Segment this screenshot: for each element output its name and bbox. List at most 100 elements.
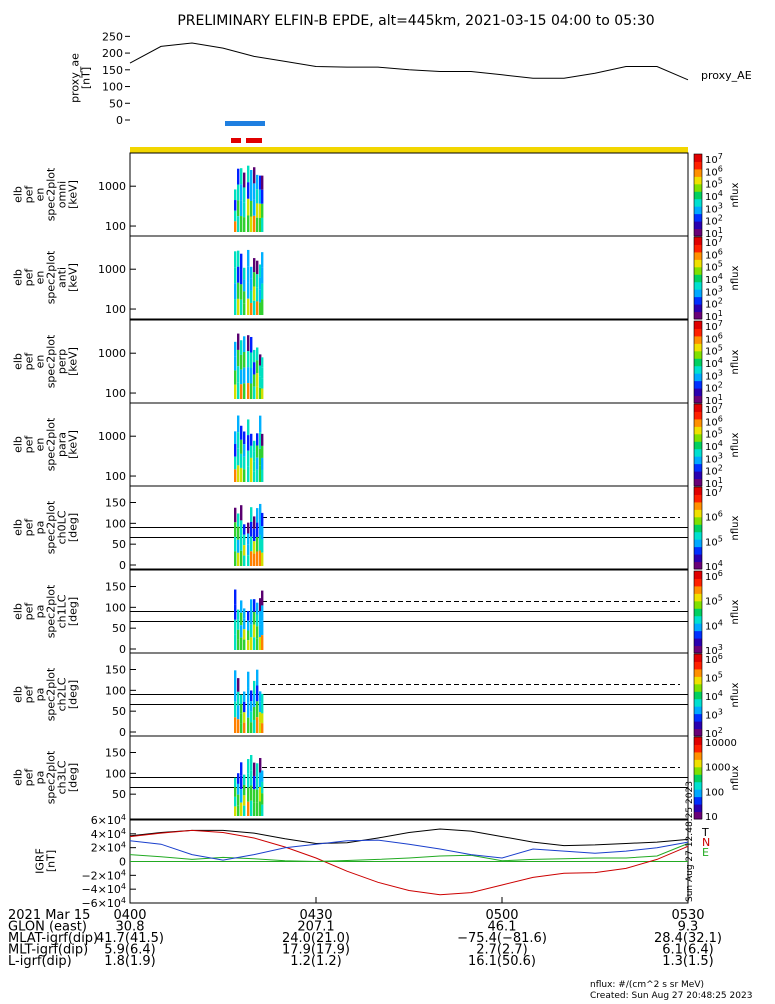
colorbar-segment: [694, 593, 702, 602]
spectrogram-pixel: [261, 283, 264, 300]
spectrogram-pixel: [247, 671, 250, 688]
spectrogram-pixel: [240, 453, 243, 468]
ytick-label: 100: [105, 684, 126, 697]
axis-label-line: [deg]: [67, 513, 80, 542]
spectrogram-pixel: [259, 264, 262, 278]
ytick-label: 100: [105, 601, 126, 614]
spectrogram-pixel: [250, 383, 253, 399]
colorbar-segment: [694, 600, 702, 609]
axis-label-line: en: [34, 355, 47, 369]
colorbar-segment: [694, 554, 702, 563]
colorbar-tick-label: 101: [705, 393, 723, 407]
spectrogram-pixel: [259, 503, 262, 520]
spectrogram-pixel: [253, 553, 256, 566]
colorbar-unit-label: nflux: [730, 515, 741, 540]
footer-value: 1.2(1.2): [290, 954, 342, 969]
spectrogram-pixel: [237, 719, 240, 733]
spectrogram-colorbar-unit: nflux: [730, 349, 741, 374]
colorbar-segment: [694, 259, 702, 268]
footer-row-label: 2021 Mar 15: [8, 908, 90, 923]
colorbar-segment: [694, 751, 702, 760]
spectrogram-pixel: [243, 795, 246, 806]
spectrogram-pixel: [256, 802, 259, 816]
spectrogram-pixel: [234, 787, 237, 797]
spectrogram-pixel: [247, 298, 250, 315]
spectrogram-pixel: [250, 624, 253, 638]
footer-value: −75.4(−81.6): [457, 931, 547, 946]
spectrogram-pixel: [247, 282, 250, 299]
axis-label-line: elb: [12, 269, 25, 286]
colorbar-segment: [694, 744, 702, 753]
proxy-ae-panel: proxy_ae[nT] 250 200 150 100 50 0 proxy_AE: [69, 30, 752, 127]
footer-value: 0430: [299, 908, 332, 923]
spectrogram-pixel: [250, 469, 253, 482]
colorbar-tick-label: 105: [705, 260, 723, 274]
axis-label-line: perp: [56, 349, 69, 374]
spectrogram-pixel: [259, 598, 262, 612]
spectrogram-pixel: [256, 717, 259, 733]
colorbar-segment: [694, 804, 702, 813]
pitch-colorbar-unit: nflux: [730, 765, 741, 790]
spectrogram-pixel: [243, 217, 246, 232]
colorbar-tick-label: 100: [705, 787, 724, 798]
spectrogram-pixel: [261, 693, 264, 704]
colorbar-segment: [694, 774, 702, 783]
colorbar-segment: [694, 501, 702, 510]
spectrogram-pixel: [243, 444, 246, 457]
colorbar-segment: [694, 463, 702, 472]
spectrogram-pixel: [259, 432, 262, 449]
spectrogram-pixel: [253, 386, 256, 399]
spectrogram-pixel: [243, 784, 246, 796]
axis-label-line: [keV]: [67, 347, 80, 376]
colorbar-segment: [694, 350, 702, 359]
spectrogram-pixel: [250, 367, 253, 384]
spectrogram-pixel: [240, 704, 243, 714]
spectrogram-pixel: [256, 386, 259, 399]
spectrogram-pixel: [259, 801, 262, 816]
spectrogram-pixel: [243, 534, 246, 546]
spectrogram-pixel: [253, 167, 256, 184]
axis-label-line: elb: [12, 519, 25, 536]
colorbar-tick-label: 104: [705, 559, 723, 573]
spectrogram-pixel: [234, 444, 237, 457]
colorbar-segment: [694, 623, 702, 632]
spectrogram-pixel: [237, 200, 240, 217]
units-note: nflux: #/(cm^2 s sr MeV): [590, 980, 704, 990]
spectrogram-pixel: [250, 352, 253, 368]
spectrogram-pixel: [243, 456, 246, 470]
axis-label-line: [deg]: [67, 763, 80, 792]
ytick-label: 150: [105, 497, 126, 510]
colorbar-segment: [694, 654, 702, 662]
spectrogram-pixel: [240, 184, 243, 201]
spectrogram-pixel: [261, 539, 264, 553]
spectrogram-pixel: [243, 291, 246, 304]
axis-label-line: elb: [12, 353, 25, 370]
spectrogram-pixel: [253, 258, 256, 273]
colorbar-tick-label: 103: [705, 451, 723, 465]
spectrogram-pixel: [247, 198, 250, 216]
pitch-colorbar-unit: nflux: [730, 682, 741, 707]
colorbar-segment: [694, 645, 702, 654]
ytick-label: 1000: [98, 430, 126, 443]
axis-label-line: [keV]: [67, 180, 80, 209]
spectrogram-pixel: [234, 670, 237, 686]
ytick-label: −4×104: [81, 882, 126, 896]
footer-value: 16.1(50.6): [468, 954, 536, 969]
colorbar-tick-label: 105: [705, 671, 723, 685]
spectrogram-pixel: [243, 701, 246, 713]
collection-bar: [231, 138, 241, 143]
ytick-label: 0: [119, 856, 126, 869]
colorbar-segment: [694, 335, 702, 344]
colorbar-segment: [694, 304, 702, 313]
footer-value: 9.3: [678, 920, 699, 935]
axis-label-line: spec2plot: [45, 334, 58, 388]
spectrogram-pixel: [261, 445, 264, 458]
ytick-label: 50: [112, 538, 126, 551]
spectrogram-pixel: [240, 340, 243, 355]
axis-label-line: [keV]: [67, 430, 80, 459]
spectrogram-pixel: [250, 185, 253, 201]
axis-label-line: spec2plot: [45, 417, 58, 471]
spectrogram-pixel: [234, 685, 237, 702]
colorbar-segment: [694, 365, 702, 374]
